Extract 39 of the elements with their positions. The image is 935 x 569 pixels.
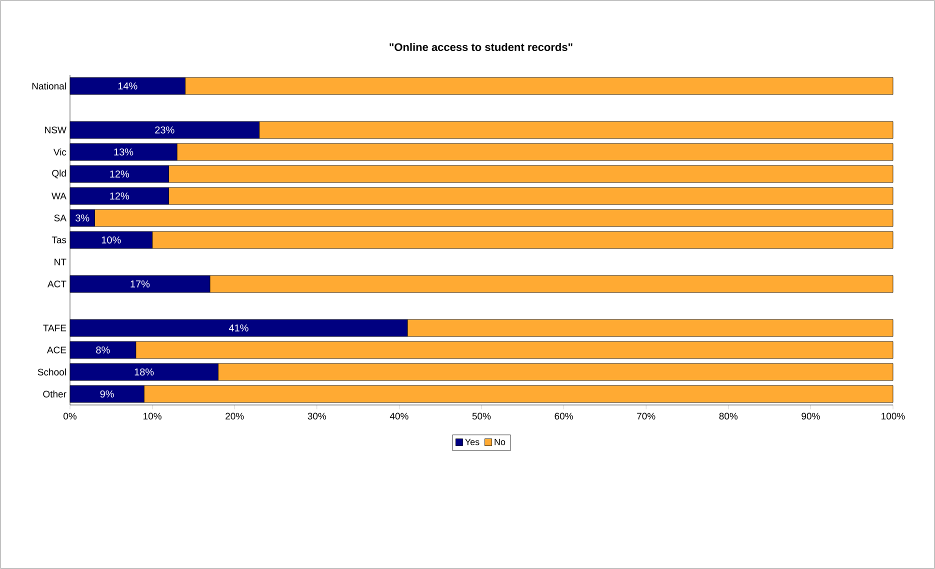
x-tick-label: 100% xyxy=(882,412,905,420)
y-tick-label: ACT xyxy=(47,280,66,288)
x-tick-label: 30% xyxy=(308,412,326,420)
y-tick-label: WA xyxy=(52,192,66,200)
chart-title: "Online access to student records" xyxy=(390,42,572,52)
x-tick-label: 60% xyxy=(554,412,573,420)
legend-label: Yes xyxy=(465,438,480,446)
x-tick-label: 70% xyxy=(637,412,656,420)
y-tick-label: ACE xyxy=(46,346,66,354)
data-label: 41% xyxy=(228,324,248,332)
x-tick-label: 40% xyxy=(390,412,408,420)
data-label: 8% xyxy=(96,346,110,354)
data-label: 3% xyxy=(76,214,90,222)
data-label: 14% xyxy=(118,82,138,90)
x-tick-label: 10% xyxy=(144,412,162,420)
legend-label: No xyxy=(494,438,506,446)
y-tick-label: TAFE xyxy=(43,324,66,332)
data-label: 23% xyxy=(155,126,174,134)
data-label: 18% xyxy=(134,368,154,376)
x-tick-label: 20% xyxy=(226,412,244,420)
data-label: 9% xyxy=(100,390,114,398)
y-tick-label: Qld xyxy=(52,170,66,178)
y-tick-label: Tas xyxy=(52,236,66,244)
data-label: 12% xyxy=(110,170,130,178)
y-tick-label: NT xyxy=(54,258,66,266)
y-tick-label: National xyxy=(32,82,66,90)
y-tick-label: Other xyxy=(43,390,66,398)
y-tick-label: Vic xyxy=(53,148,66,156)
data-label: 12% xyxy=(110,192,130,200)
x-tick-label: 0% xyxy=(64,412,77,420)
y-tick-label: SA xyxy=(54,214,66,222)
y-tick-label: NSW xyxy=(45,126,66,134)
x-tick-label: 80% xyxy=(719,412,738,420)
data-label: 17% xyxy=(130,280,150,288)
y-tick-label: School xyxy=(38,368,66,376)
data-label: 10% xyxy=(102,236,121,244)
data-label: 13% xyxy=(114,148,134,156)
x-tick-label: 50% xyxy=(472,412,491,420)
x-tick-label: 90% xyxy=(802,412,820,420)
